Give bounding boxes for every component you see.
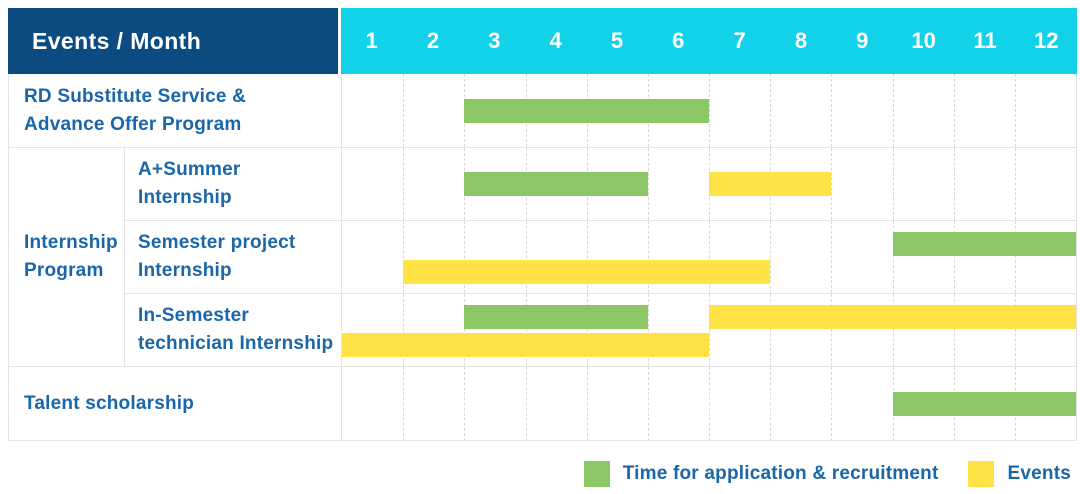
month-gridline: [464, 294, 466, 366]
month-label: 11: [973, 28, 997, 53]
month-gridline: [647, 294, 649, 366]
row-label-line: A+Summer: [138, 159, 241, 180]
month-gridline: [831, 221, 833, 293]
yellow-gantt-bar: [342, 333, 709, 357]
month-gridline: [770, 74, 772, 147]
month-gridline: [709, 221, 710, 293]
row-label-semester-project: Semester project Internship: [125, 220, 341, 293]
row-label-rd-substitute: RD Substitute Service & Advance Offer Pr…: [9, 74, 341, 147]
month-gridline: [403, 294, 405, 366]
gantt-track-semester-project: [341, 220, 1076, 293]
row-label-line: Advance Offer Program: [24, 113, 242, 135]
month-gridline: [831, 148, 833, 220]
month-gridline: [953, 294, 955, 366]
month-gridline: [586, 367, 588, 441]
month-gridline: [1014, 74, 1016, 147]
month-gridline: [464, 221, 466, 293]
month-gridline: [831, 367, 833, 441]
month-gridline: [403, 221, 405, 293]
month-label: 6: [672, 28, 685, 53]
month-gridline: [403, 148, 405, 220]
month-gridline: [953, 74, 955, 147]
green-gantt-bar: [464, 172, 648, 196]
month-gridline: [464, 367, 466, 441]
month-label: 8: [794, 28, 808, 53]
month-gridline: [1014, 148, 1016, 220]
month-gridline: [709, 74, 710, 147]
month-gridline: [892, 294, 894, 366]
yellow-gantt-bar: [709, 172, 832, 196]
month-gridline: [953, 148, 955, 220]
month-label: 5: [610, 28, 624, 53]
green-gantt-bar: [464, 305, 648, 329]
month-label: 7: [733, 28, 746, 53]
month-gridline: [770, 294, 772, 366]
row-label-a-plus-summer: A+Summer Internship: [125, 147, 341, 220]
month-gridline: [831, 74, 833, 147]
yellow-gantt-bar: [403, 260, 771, 284]
month-label: 10: [911, 28, 936, 53]
row-label-line: In-Semester: [138, 305, 249, 326]
group-label-internship-program: Internship Program: [9, 147, 125, 366]
header-title: Events / Month: [32, 27, 202, 54]
legend-label: Events: [1007, 463, 1071, 484]
month-gridline: [647, 221, 649, 293]
month-gridline: [892, 221, 894, 293]
month-gridline: [892, 74, 894, 147]
row-label-line: Internship: [138, 260, 232, 281]
gantt-track-a-plus-summer: [341, 147, 1076, 220]
yellow-gantt-bar: [709, 305, 1076, 329]
month-gridline: [525, 367, 527, 441]
month-gridline: [525, 221, 527, 293]
month-label: 1: [365, 28, 378, 53]
month-gridline: [586, 294, 588, 366]
row-label-talent-scholarship: Talent scholarship: [9, 366, 341, 441]
month-label: 2: [426, 28, 440, 53]
green-gantt-bar: [892, 392, 1076, 416]
schedule-table: Events / Month 1 2 3 4 5 6 7 8 9 10 11 12 RD Substi…: [8, 8, 1077, 441]
gantt-track-talent-scholarship: [341, 366, 1076, 441]
month-gridline: [831, 294, 833, 366]
row-label-line: Semester project: [138, 232, 296, 253]
month-gridline: [647, 367, 649, 441]
month-gridline: [709, 294, 710, 366]
month-gridline: [892, 148, 894, 220]
month-gridline: [403, 367, 405, 441]
green-gantt-bar: [464, 98, 709, 123]
month-gridline: [709, 367, 710, 441]
row-label-line: RD Substitute Service &: [24, 85, 247, 107]
month-gridline: [770, 367, 772, 441]
group-label-line: Internship: [24, 232, 118, 253]
month-gridline: [1014, 294, 1016, 366]
green-swatch-icon: [583, 461, 610, 487]
row-label-line: technician Internship: [138, 333, 334, 354]
month-gridline: [770, 221, 772, 293]
month-gridline: [403, 74, 405, 147]
legend: Time for application & recruitment Event…: [583, 461, 1071, 487]
month-gridline: [1014, 221, 1016, 293]
month-gridline: [647, 148, 649, 220]
legend-item-application: Time for application & recruitment: [583, 461, 939, 487]
month-label: 12: [1034, 28, 1059, 53]
month-gridline: [953, 221, 955, 293]
gantt-track-rd-substitute: [341, 74, 1076, 147]
gantt-track-in-semester-technician: [341, 293, 1076, 366]
month-label: 9: [856, 28, 869, 53]
row-label-line: Talent scholarship: [24, 393, 195, 414]
green-gantt-bar: [892, 232, 1076, 256]
month-gridline: [525, 294, 527, 366]
row-label-in-semester-technician: In-Semester technician Internship: [125, 293, 341, 366]
months-header: 1 2 3 4 5 6 7 8 9 10 11 12: [341, 8, 1077, 74]
month-gridline: [586, 221, 588, 293]
table-header-events-month: Events / Month: [8, 8, 341, 74]
legend-item-events: Events: [968, 461, 1071, 487]
month-label: 3: [488, 28, 501, 53]
yellow-swatch-icon: [968, 461, 995, 487]
group-label-line: Program: [24, 260, 104, 281]
row-label-line: Internship: [138, 187, 232, 208]
month-label: 4: [549, 28, 562, 53]
legend-label: Time for application & recruitment: [622, 463, 939, 484]
